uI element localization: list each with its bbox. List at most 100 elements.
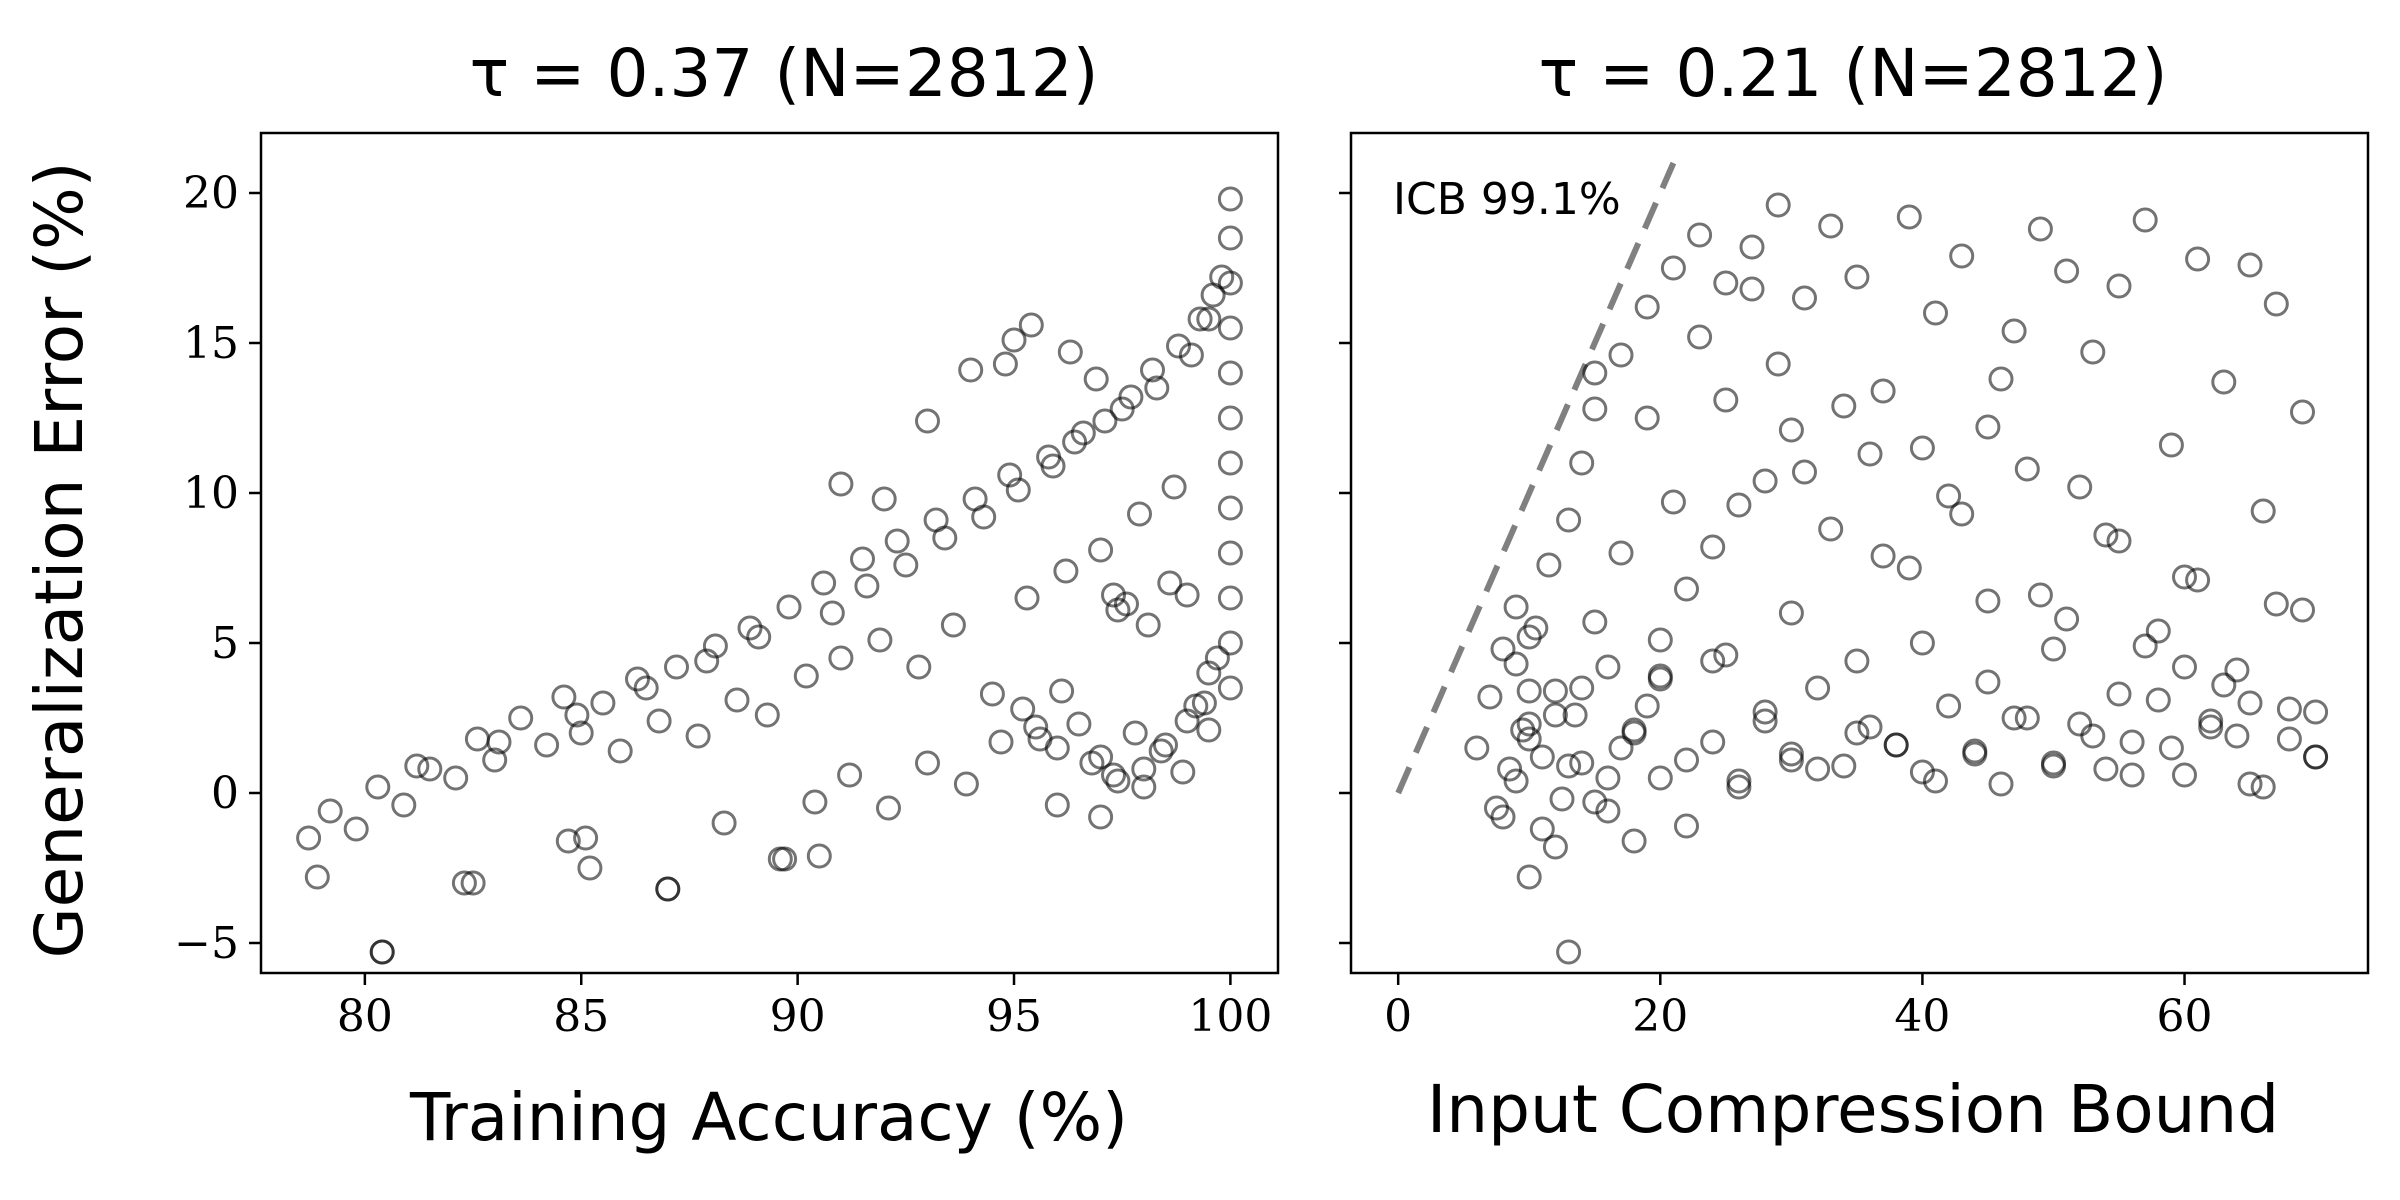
data-point xyxy=(296,825,322,851)
data-point xyxy=(2198,714,2224,740)
data-point xyxy=(850,546,875,572)
data-point xyxy=(1647,663,1673,689)
data-point xyxy=(1027,726,1053,752)
data-point xyxy=(2172,564,2197,590)
data-point xyxy=(915,750,940,776)
data-point xyxy=(1988,366,2014,392)
data-point xyxy=(1217,495,1243,521)
data-point xyxy=(2119,762,2145,788)
data-point xyxy=(940,612,966,638)
data-point xyxy=(711,810,737,836)
data-point xyxy=(1217,540,1243,566)
data-point xyxy=(1831,393,1857,419)
data-point xyxy=(1595,798,1621,824)
data-point xyxy=(2211,672,2237,698)
data-point xyxy=(1857,714,1883,740)
data-point xyxy=(577,855,603,881)
data-point xyxy=(1170,759,1196,785)
data-point xyxy=(1595,765,1621,791)
data-point xyxy=(1805,675,1831,701)
data-point xyxy=(2250,774,2276,800)
data-point xyxy=(1127,501,1152,527)
data-point xyxy=(2172,762,2197,788)
data-point xyxy=(625,666,650,692)
data-point xyxy=(1174,582,1200,608)
data-point xyxy=(1217,675,1243,701)
data-point xyxy=(1883,732,1909,758)
data-point xyxy=(2106,528,2132,554)
data-point xyxy=(915,408,940,434)
data-point xyxy=(1778,417,1804,443)
data-point xyxy=(590,690,616,716)
data-point xyxy=(1542,834,1568,860)
data-point xyxy=(1536,552,1562,578)
data-point xyxy=(564,702,590,728)
data-point xyxy=(2093,756,2119,782)
data-point xyxy=(793,663,819,689)
data-point xyxy=(1909,435,1935,461)
data-point xyxy=(365,774,391,800)
data-point xyxy=(2014,456,2040,482)
right-x-ticks: 0 20 40 60 xyxy=(1384,973,2213,1042)
data-point xyxy=(1962,741,1988,767)
data-point xyxy=(1975,588,2001,614)
data-point xyxy=(2263,591,2289,617)
data-point xyxy=(2303,699,2329,725)
data-point xyxy=(404,753,430,779)
data-point xyxy=(685,723,711,749)
data-point xyxy=(992,351,1018,377)
data-point xyxy=(1582,396,1608,422)
data-point xyxy=(391,792,417,818)
data-point xyxy=(1831,753,1857,779)
data-point xyxy=(746,624,772,650)
data-point xyxy=(443,765,469,791)
data-point xyxy=(1556,753,1582,779)
data-point xyxy=(1975,669,2001,695)
data-point xyxy=(1217,630,1243,656)
data-point xyxy=(1217,315,1243,341)
data-point xyxy=(1503,768,1529,794)
data-point xyxy=(1131,774,1157,800)
data-point xyxy=(2290,399,2315,425)
data-point xyxy=(1713,387,1739,413)
data-point xyxy=(1818,213,1844,239)
data-point xyxy=(2224,657,2250,683)
data-point xyxy=(811,570,837,596)
data-point xyxy=(1044,792,1070,818)
data-point xyxy=(1949,501,1975,527)
data-point xyxy=(1634,693,1660,719)
data-point xyxy=(1674,747,1699,773)
data-point xyxy=(1896,555,1922,581)
data-point xyxy=(1608,342,1634,368)
data-point xyxy=(1923,768,1948,794)
data-point xyxy=(1700,534,1726,560)
data-point xyxy=(1739,234,1765,260)
data-point xyxy=(1582,789,1608,815)
data-point xyxy=(1010,696,1036,722)
data-point xyxy=(1148,738,1174,764)
data-point xyxy=(1529,744,1555,770)
data-point xyxy=(1542,702,1568,728)
data-point xyxy=(1569,750,1595,776)
data-point xyxy=(1595,654,1621,680)
data-point xyxy=(1778,747,1804,773)
data-point xyxy=(1088,804,1114,830)
data-point xyxy=(2172,654,2197,680)
data-point xyxy=(2303,744,2329,770)
data-point xyxy=(1140,357,1165,383)
data-point xyxy=(1909,630,1935,656)
data-point xyxy=(1700,729,1726,755)
data-point xyxy=(893,552,919,578)
data-point xyxy=(1088,744,1114,770)
data-point xyxy=(1549,786,1575,812)
right-x-tick-label: 40 xyxy=(1894,991,1950,1042)
data-point xyxy=(1936,693,1962,719)
data-point xyxy=(1200,282,1226,308)
right-y-ticks xyxy=(1339,191,1351,945)
data-point xyxy=(2080,723,2106,749)
data-point xyxy=(1490,804,1516,830)
data-point xyxy=(1752,468,1778,494)
data-point xyxy=(1062,429,1088,455)
data-point xyxy=(867,627,893,653)
